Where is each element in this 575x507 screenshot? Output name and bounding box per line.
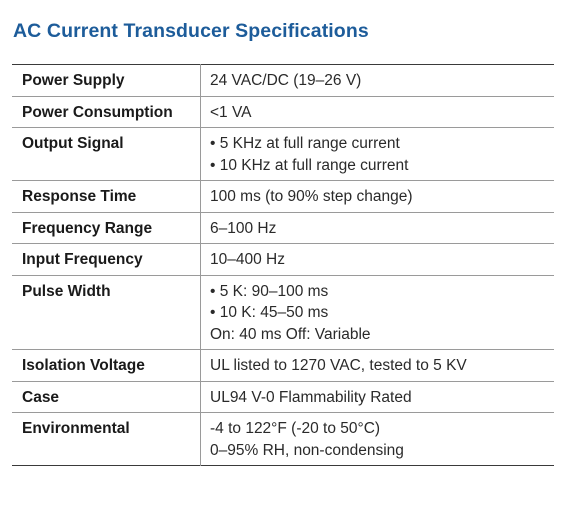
spec-label: Isolation Voltage [12, 349, 201, 381]
table-row: Power Supply 24 VAC/DC (19–26 V) [12, 64, 555, 97]
spec-value-line: • 5 K: 90–100 ms [210, 282, 329, 300]
spec-value-line: • 5 KHz at full range current [210, 135, 400, 152]
spec-value-line: 100 ms (to 90% step change) [210, 188, 413, 205]
spec-label: Power Consumption [12, 95, 201, 128]
spec-label: Case [12, 380, 201, 413]
table-row: Environmental -4 to 122°F (-20 to 50°C) 0–… [12, 412, 554, 466]
spec-value: 6–100 Hz [200, 211, 554, 244]
spec-value-line: • 10 KHz at full range current [210, 156, 409, 174]
spec-value-line: <1 VA [210, 103, 252, 121]
spec-value-line: UL listed to 1270 VAC, tested to 5 KV [210, 357, 467, 374]
spec-value: • 5 K: 90–100 ms • 10 K: 45–50 ms On: 40 m… [200, 274, 554, 350]
spec-value-line: 10–400 Hz [210, 251, 285, 268]
spec-label: Power Supply [12, 64, 201, 96]
table-row: Case UL94 V-0 Flammability Rated [12, 380, 554, 413]
spec-value: 100 ms (to 90% step change) [200, 180, 554, 212]
table-row: Power Consumption <1 VA [12, 95, 554, 128]
table-row: Input Frequency 10–400 Hz [12, 243, 554, 275]
spec-label: Frequency Range [12, 211, 201, 244]
spec-value-line: 0–95% RH, non-condensing [210, 441, 404, 459]
spec-label: Output Signal [12, 127, 201, 181]
table-row: Response Time 100 ms (to 90% step change) [12, 180, 554, 212]
spec-label: Input Frequency [12, 243, 201, 275]
table-row: Pulse Width • 5 K: 90–100 ms • 10 K: 45–50… [12, 274, 554, 350]
spec-value: 24 VAC/DC (19–26 V) [201, 65, 555, 97]
spec-value: 10–400 Hz [200, 243, 554, 275]
spec-value: UL listed to 1270 VAC, tested to 5 KV [200, 349, 554, 381]
table-row: Frequency Range 6–100 Hz [12, 211, 554, 244]
spec-value: • 5 KHz at full range current • 10 KHz at… [200, 127, 554, 181]
page-title: AC Current Transducer Specifications [13, 20, 369, 42]
spec-value-line: On: 40 ms Off: Variable [210, 325, 371, 343]
table-row: Isolation Voltage UL listed to 1270 VAC, … [12, 349, 554, 381]
specifications-table-body: Power Supply 24 VAC/DC (19–26 V) Power Con… [12, 64, 555, 466]
spec-value-line: 24 VAC/DC (19–26 V) [210, 72, 362, 89]
spec-value-line: -4 to 122°F (-20 to 50°C) [210, 420, 381, 437]
table-row: Output Signal • 5 KHz at full range curre… [12, 127, 554, 181]
specifications-table: Power Supply 24 VAC/DC (19–26 V) Power Con… [12, 64, 554, 466]
spec-value-line: UL94 V-0 Flammability Rated [210, 388, 412, 406]
spec-value-line: • 10 K: 45–50 ms [210, 304, 329, 321]
spec-value: -4 to 122°F (-20 to 50°C) 0–95% RH, non-c… [200, 412, 554, 466]
spec-label: Environmental [12, 412, 201, 466]
spec-label: Pulse Width [12, 274, 201, 350]
spec-value: UL94 V-0 Flammability Rated [200, 380, 554, 413]
spec-value-line: 6–100 Hz [210, 219, 277, 237]
spec-value: <1 VA [200, 95, 554, 128]
spec-label: Response Time [12, 180, 201, 212]
